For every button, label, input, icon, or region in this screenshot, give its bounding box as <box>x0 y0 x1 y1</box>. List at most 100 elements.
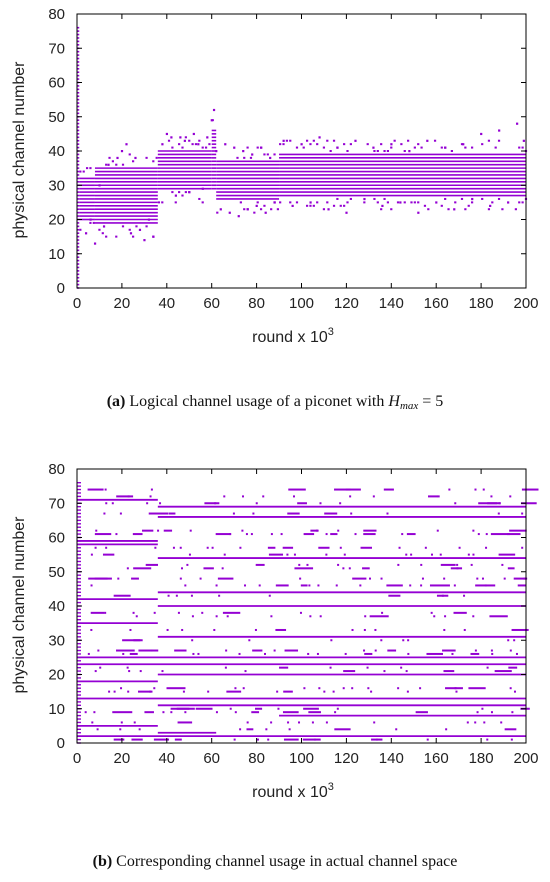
chart-b-point <box>206 546 209 549</box>
chart-b-point <box>407 639 410 642</box>
chart-b-point <box>319 502 322 505</box>
chart-b-point <box>364 652 373 655</box>
chart-b-point <box>129 628 132 631</box>
chart-a-point <box>326 139 329 142</box>
chart-a-point <box>194 143 198 146</box>
chart-b-point <box>120 687 123 690</box>
chart-b-point <box>213 628 216 631</box>
chart-b-point <box>232 512 235 515</box>
chart-a-point <box>181 194 184 197</box>
chart-b-point <box>270 721 273 724</box>
chart-a-point <box>471 197 474 201</box>
chart-a-xtick-label: 80 <box>248 295 265 312</box>
chart-a-point <box>242 150 245 153</box>
chart-a-point <box>498 129 501 132</box>
chart-b-point <box>474 721 477 724</box>
chart-a-point <box>145 156 148 159</box>
chart-b-point <box>94 533 112 536</box>
chart-a-point <box>147 218 151 221</box>
chart-a-point <box>403 150 406 152</box>
chart-b-point <box>332 690 335 693</box>
chart-a-point <box>433 139 437 142</box>
chart-a-point <box>152 235 155 238</box>
chart-b-xtick-label: 40 <box>158 750 175 767</box>
chart-b-point <box>105 546 108 549</box>
chart-b-point <box>241 529 244 532</box>
chart-b-point <box>95 529 98 532</box>
chart-b-point <box>360 546 372 549</box>
chart-b-point <box>337 529 340 532</box>
chart-a-point <box>279 201 282 204</box>
chart-b-point <box>491 652 494 655</box>
chart-b-point <box>470 563 473 566</box>
chart-b-point <box>150 649 153 652</box>
chart-b-point <box>298 563 301 566</box>
chart-b-point <box>293 553 296 556</box>
chart-a-point <box>399 201 402 204</box>
chart-b-point <box>90 553 93 556</box>
chart-a-point <box>366 143 369 146</box>
chart-a-point <box>198 197 201 200</box>
chart-a-point <box>289 139 292 142</box>
chart-b-point <box>336 707 339 710</box>
chart-b-point <box>162 711 165 714</box>
chart-a-point <box>518 201 521 204</box>
chart-b-point <box>188 553 191 556</box>
chart-a-point <box>89 221 92 224</box>
chart-a-point <box>279 143 282 146</box>
chart-b-point <box>244 584 247 587</box>
chart-b-point <box>315 529 318 532</box>
chart-b-point <box>440 563 456 566</box>
chart-a-point <box>487 208 491 211</box>
chart-b-point <box>215 615 218 618</box>
chart-b-point <box>405 553 408 556</box>
chart-b-point <box>484 584 487 587</box>
chart-b-point <box>391 488 394 491</box>
chart-b-point <box>283 738 299 741</box>
chart-b-point <box>363 533 376 536</box>
chart-b-point <box>113 594 131 597</box>
chart-b-point <box>400 666 403 669</box>
chart-a-point <box>396 201 400 204</box>
chart-b-point <box>126 666 129 669</box>
chart-b-point <box>177 721 193 724</box>
chart-a-point <box>343 143 346 146</box>
chart-a-point <box>191 143 194 146</box>
chart-b-point <box>426 652 443 655</box>
chart-a-point <box>336 197 339 200</box>
chart-b-point <box>342 567 345 570</box>
chart-b-point <box>337 563 340 566</box>
chart-a-point <box>115 235 118 238</box>
chart-panel-b: 0 20 40 60 80 100 120 140 160 180 200 0 10 20 30 40 50 60… <box>0 455 550 882</box>
chart-b-point <box>97 649 100 652</box>
chart-b-point <box>203 567 214 570</box>
chart-b-point <box>451 652 454 655</box>
chart-a-point <box>165 132 168 136</box>
chart-b-ytick-label: 20 <box>48 667 65 684</box>
chart-b-point <box>111 502 114 505</box>
chart-a-point <box>276 208 280 211</box>
chart-b-point <box>420 584 423 587</box>
chart-b-point <box>299 577 302 580</box>
chart-b-ytick-label: 80 <box>48 461 65 478</box>
chart-a-point <box>467 204 470 207</box>
chart-a-point <box>249 156 253 159</box>
chart-b-point <box>429 584 450 587</box>
chart-a-point <box>184 136 187 139</box>
chart-b-point <box>476 577 479 580</box>
chart-a-ytick-label: 50 <box>48 109 65 126</box>
chart-b-point <box>252 649 263 652</box>
chart-b-point <box>466 721 469 724</box>
chart-b-point <box>442 649 456 652</box>
chart-a-point <box>256 146 259 149</box>
chart-b-point <box>372 495 375 498</box>
chart-b-point <box>132 533 143 536</box>
chart-a-point <box>380 143 383 146</box>
chart-b-point <box>330 533 338 536</box>
chart-b-point <box>104 488 107 491</box>
chart-b-point <box>436 529 439 532</box>
chart-b-point <box>397 563 400 566</box>
chart-b-point <box>277 707 280 710</box>
chart-b-point <box>445 687 463 690</box>
chart-b-point <box>287 721 290 724</box>
